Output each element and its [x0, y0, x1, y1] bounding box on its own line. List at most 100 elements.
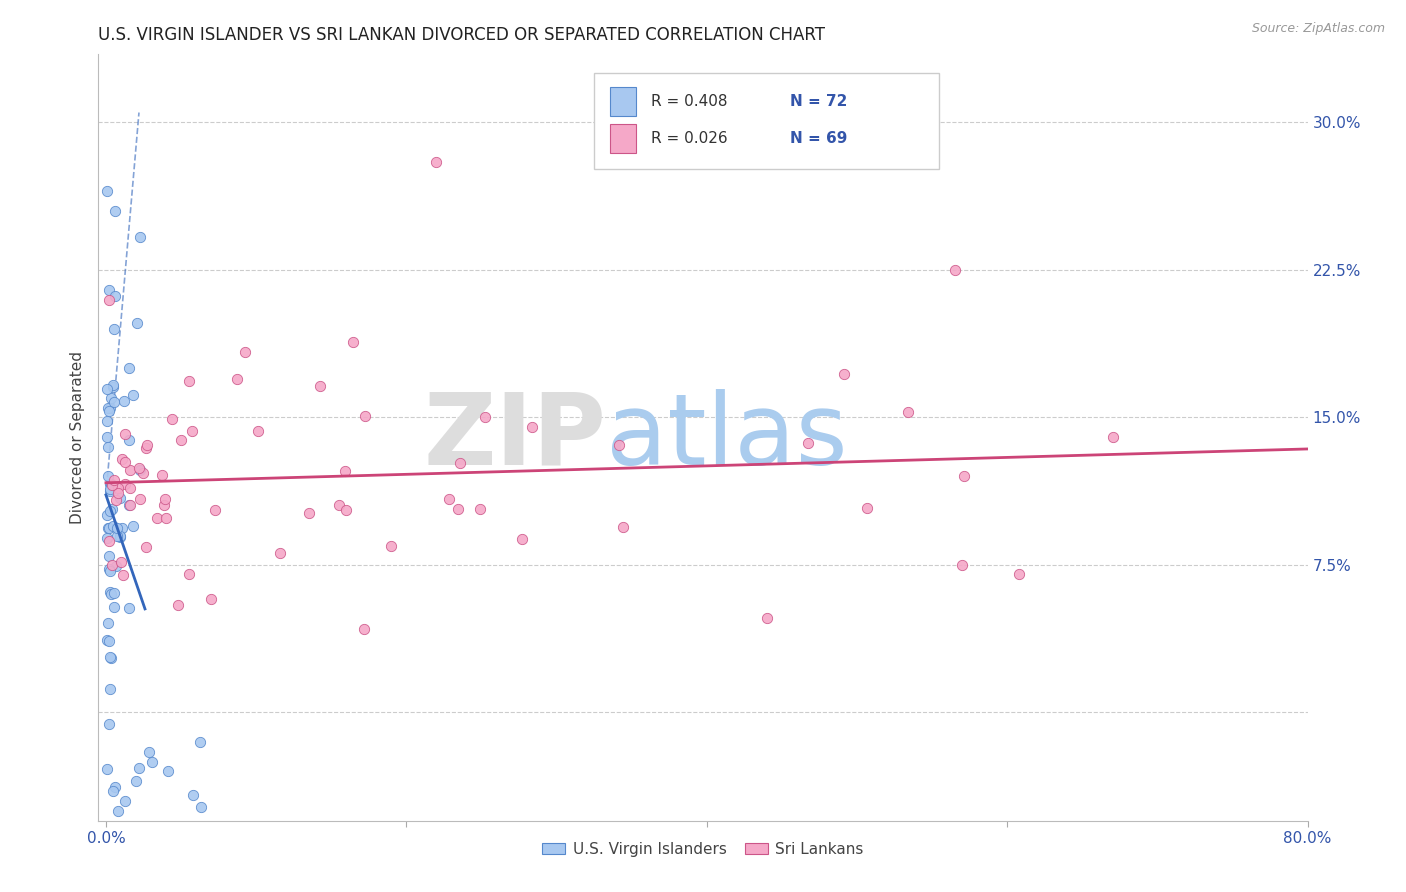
Point: [114, 794, 136, 808]
Point: [97, 633, 120, 648]
Point: [520, 420, 543, 434]
Point: [97, 533, 120, 548]
Point: [103, 322, 125, 336]
Point: [153, 492, 176, 507]
Point: [103, 600, 125, 615]
Point: [1102, 430, 1125, 444]
Point: [108, 491, 131, 506]
Point: [98, 504, 121, 518]
Point: [105, 521, 128, 535]
Point: [104, 203, 127, 218]
Point: [118, 601, 141, 615]
Point: [269, 545, 291, 559]
Point: [155, 510, 177, 524]
Point: [146, 511, 169, 525]
Point: [111, 521, 134, 535]
Point: [112, 394, 135, 409]
Point: [122, 388, 145, 402]
Point: [97, 469, 120, 483]
Point: [101, 477, 124, 491]
Point: [118, 361, 141, 376]
Point: [96, 633, 118, 648]
Point: [105, 529, 128, 543]
Point: [129, 463, 152, 477]
Point: [97, 549, 120, 563]
Point: [100, 585, 122, 599]
Point: [141, 755, 163, 769]
Point: [114, 427, 136, 442]
Point: [335, 503, 357, 517]
Point: [96, 414, 118, 428]
Point: [181, 425, 204, 439]
Point: [233, 344, 256, 359]
Point: [135, 441, 157, 455]
Point: [97, 562, 120, 576]
Point: [447, 502, 470, 516]
Point: [190, 800, 212, 814]
Bar: [610, 124, 637, 153]
Point: [156, 764, 179, 779]
Point: [832, 367, 855, 381]
FancyBboxPatch shape: [595, 73, 939, 169]
Point: [177, 374, 200, 388]
Point: [127, 316, 149, 330]
Point: [98, 650, 121, 665]
Point: [138, 745, 160, 759]
Point: [755, 611, 778, 625]
Text: R = 0.026: R = 0.026: [651, 131, 728, 146]
Text: ZIP: ZIP: [423, 389, 606, 485]
Point: [100, 587, 122, 601]
Point: [101, 501, 124, 516]
Point: [96, 521, 118, 535]
Point: [170, 434, 193, 448]
Point: [97, 521, 120, 535]
Point: [107, 481, 129, 495]
Point: [118, 482, 141, 496]
Point: [380, 539, 402, 553]
Point: [425, 154, 447, 169]
Point: [118, 498, 141, 512]
Point: [128, 230, 150, 244]
Point: [98, 401, 121, 415]
Point: [98, 477, 121, 491]
Point: [612, 520, 634, 534]
Point: [98, 404, 121, 418]
Point: [107, 486, 129, 500]
Text: N = 72: N = 72: [790, 94, 848, 109]
Point: [953, 469, 976, 483]
Point: [125, 774, 148, 789]
Point: [179, 567, 201, 582]
Bar: [610, 87, 637, 116]
Point: [96, 763, 118, 777]
Point: [98, 482, 121, 496]
Point: [98, 681, 121, 696]
Point: [110, 528, 132, 542]
Point: [98, 283, 121, 297]
Point: [104, 780, 127, 795]
Point: [354, 409, 377, 423]
Point: [100, 391, 122, 405]
Point: [107, 804, 129, 818]
Point: [101, 377, 124, 392]
Point: [943, 263, 966, 277]
Point: [247, 424, 270, 438]
Point: [856, 501, 879, 516]
Point: [103, 784, 125, 798]
Point: [468, 502, 491, 516]
Point: [103, 473, 125, 487]
Point: [181, 788, 204, 802]
Point: [103, 519, 125, 533]
Text: U.S. VIRGIN ISLANDER VS SRI LANKAN DIVORCED OR SEPARATED CORRELATION CHART: U.S. VIRGIN ISLANDER VS SRI LANKAN DIVOR…: [98, 26, 825, 44]
Point: [188, 735, 211, 749]
Point: [308, 379, 330, 393]
Point: [96, 184, 118, 198]
Point: [200, 592, 222, 607]
Point: [110, 530, 132, 544]
Point: [353, 622, 375, 636]
Point: [97, 440, 120, 454]
Point: [333, 464, 356, 478]
Point: [118, 434, 141, 448]
Point: [796, 436, 818, 450]
Point: [342, 334, 364, 349]
Point: [122, 519, 145, 533]
